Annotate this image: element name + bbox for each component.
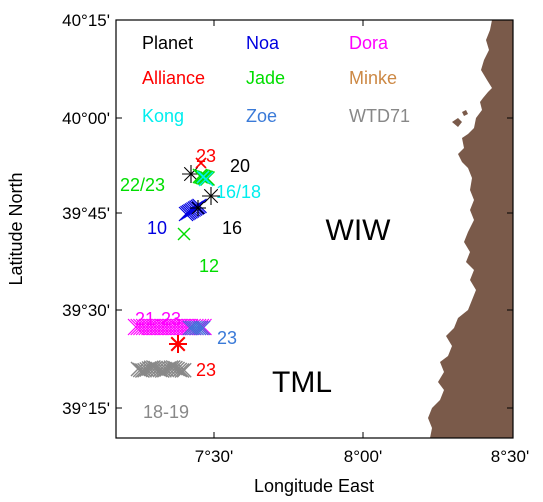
y-tick-label: 40°00' [62, 109, 110, 128]
wtd71-marker [176, 362, 192, 378]
wtd71-marker [167, 360, 183, 376]
annotation-wtd71-1819: 18-19 [143, 402, 189, 422]
plot-frame [115, 19, 514, 439]
legend-item-minke: Minke [349, 68, 397, 88]
jade-marker [199, 170, 216, 187]
region-label-tml: TML [272, 366, 332, 399]
wtd71-marker [174, 362, 190, 378]
legend-item-zoe: Zoe [246, 106, 277, 126]
wtd71-marker [170, 361, 186, 377]
kong-marker [196, 170, 210, 184]
annotation-planet-16: 16 [222, 218, 242, 238]
zoe-marker [195, 320, 211, 336]
kong-marker [198, 171, 214, 187]
wtd71-marker [143, 360, 159, 376]
annotation-jade-2223: 22/23 [120, 175, 165, 195]
land-island [452, 118, 462, 127]
y-tick-label: 39°45' [62, 204, 110, 223]
annotation-dora-2123: 21-23 [135, 309, 181, 329]
y-tick-label: 39°15' [62, 399, 110, 418]
region-label-wiw: WIW [326, 214, 392, 247]
zoe-marker [189, 320, 204, 336]
wtd71-marker [165, 360, 181, 376]
y-tick-label: 39°30' [62, 301, 110, 320]
dora-marker [192, 318, 210, 336]
x-tick-label: 8°30' [491, 447, 529, 466]
wtd71-marker [145, 360, 161, 376]
legend-item-wtd71: WTD71 [349, 106, 410, 126]
land-mass [428, 20, 513, 438]
wtd71-marker [152, 362, 168, 378]
zoe-marker [191, 320, 207, 336]
x-tick-label: 7°30' [195, 447, 233, 466]
zoe-marker [193, 320, 209, 336]
x-axis-title: Longitude East [254, 476, 374, 496]
annotation-jade-12: 12 [199, 256, 219, 276]
legend-item-noa: Noa [246, 33, 280, 53]
y-axis-title: Latitude North [6, 172, 26, 285]
legend-item-planet: Planet [142, 33, 193, 53]
legend-item-dora: Dora [349, 33, 389, 53]
wtd71-marker [163, 360, 179, 376]
y-tick-label: 40°15' [62, 11, 110, 30]
legend-item-jade: Jade [246, 68, 285, 88]
legend-item-kong: Kong [142, 106, 184, 126]
annotation-zoe-23: 23 [217, 328, 237, 348]
annotation-alliance-23: 23 [196, 146, 216, 166]
alliance-marker [195, 157, 207, 169]
annotation-planet-20: 20 [230, 156, 250, 176]
land-island [462, 110, 468, 116]
annotation-alliance-23b: 23 [196, 360, 216, 380]
jade-marker [177, 227, 191, 241]
annotation-kong-1618: 16/18 [216, 182, 261, 202]
annotation-noa-10: 10 [147, 218, 167, 238]
wtd71-marker [130, 361, 146, 377]
wtd71-marker [172, 362, 188, 378]
x-tick-label: 8°00' [344, 447, 382, 466]
legend-item-alliance: Alliance [142, 68, 205, 88]
station-markers [127, 157, 220, 378]
